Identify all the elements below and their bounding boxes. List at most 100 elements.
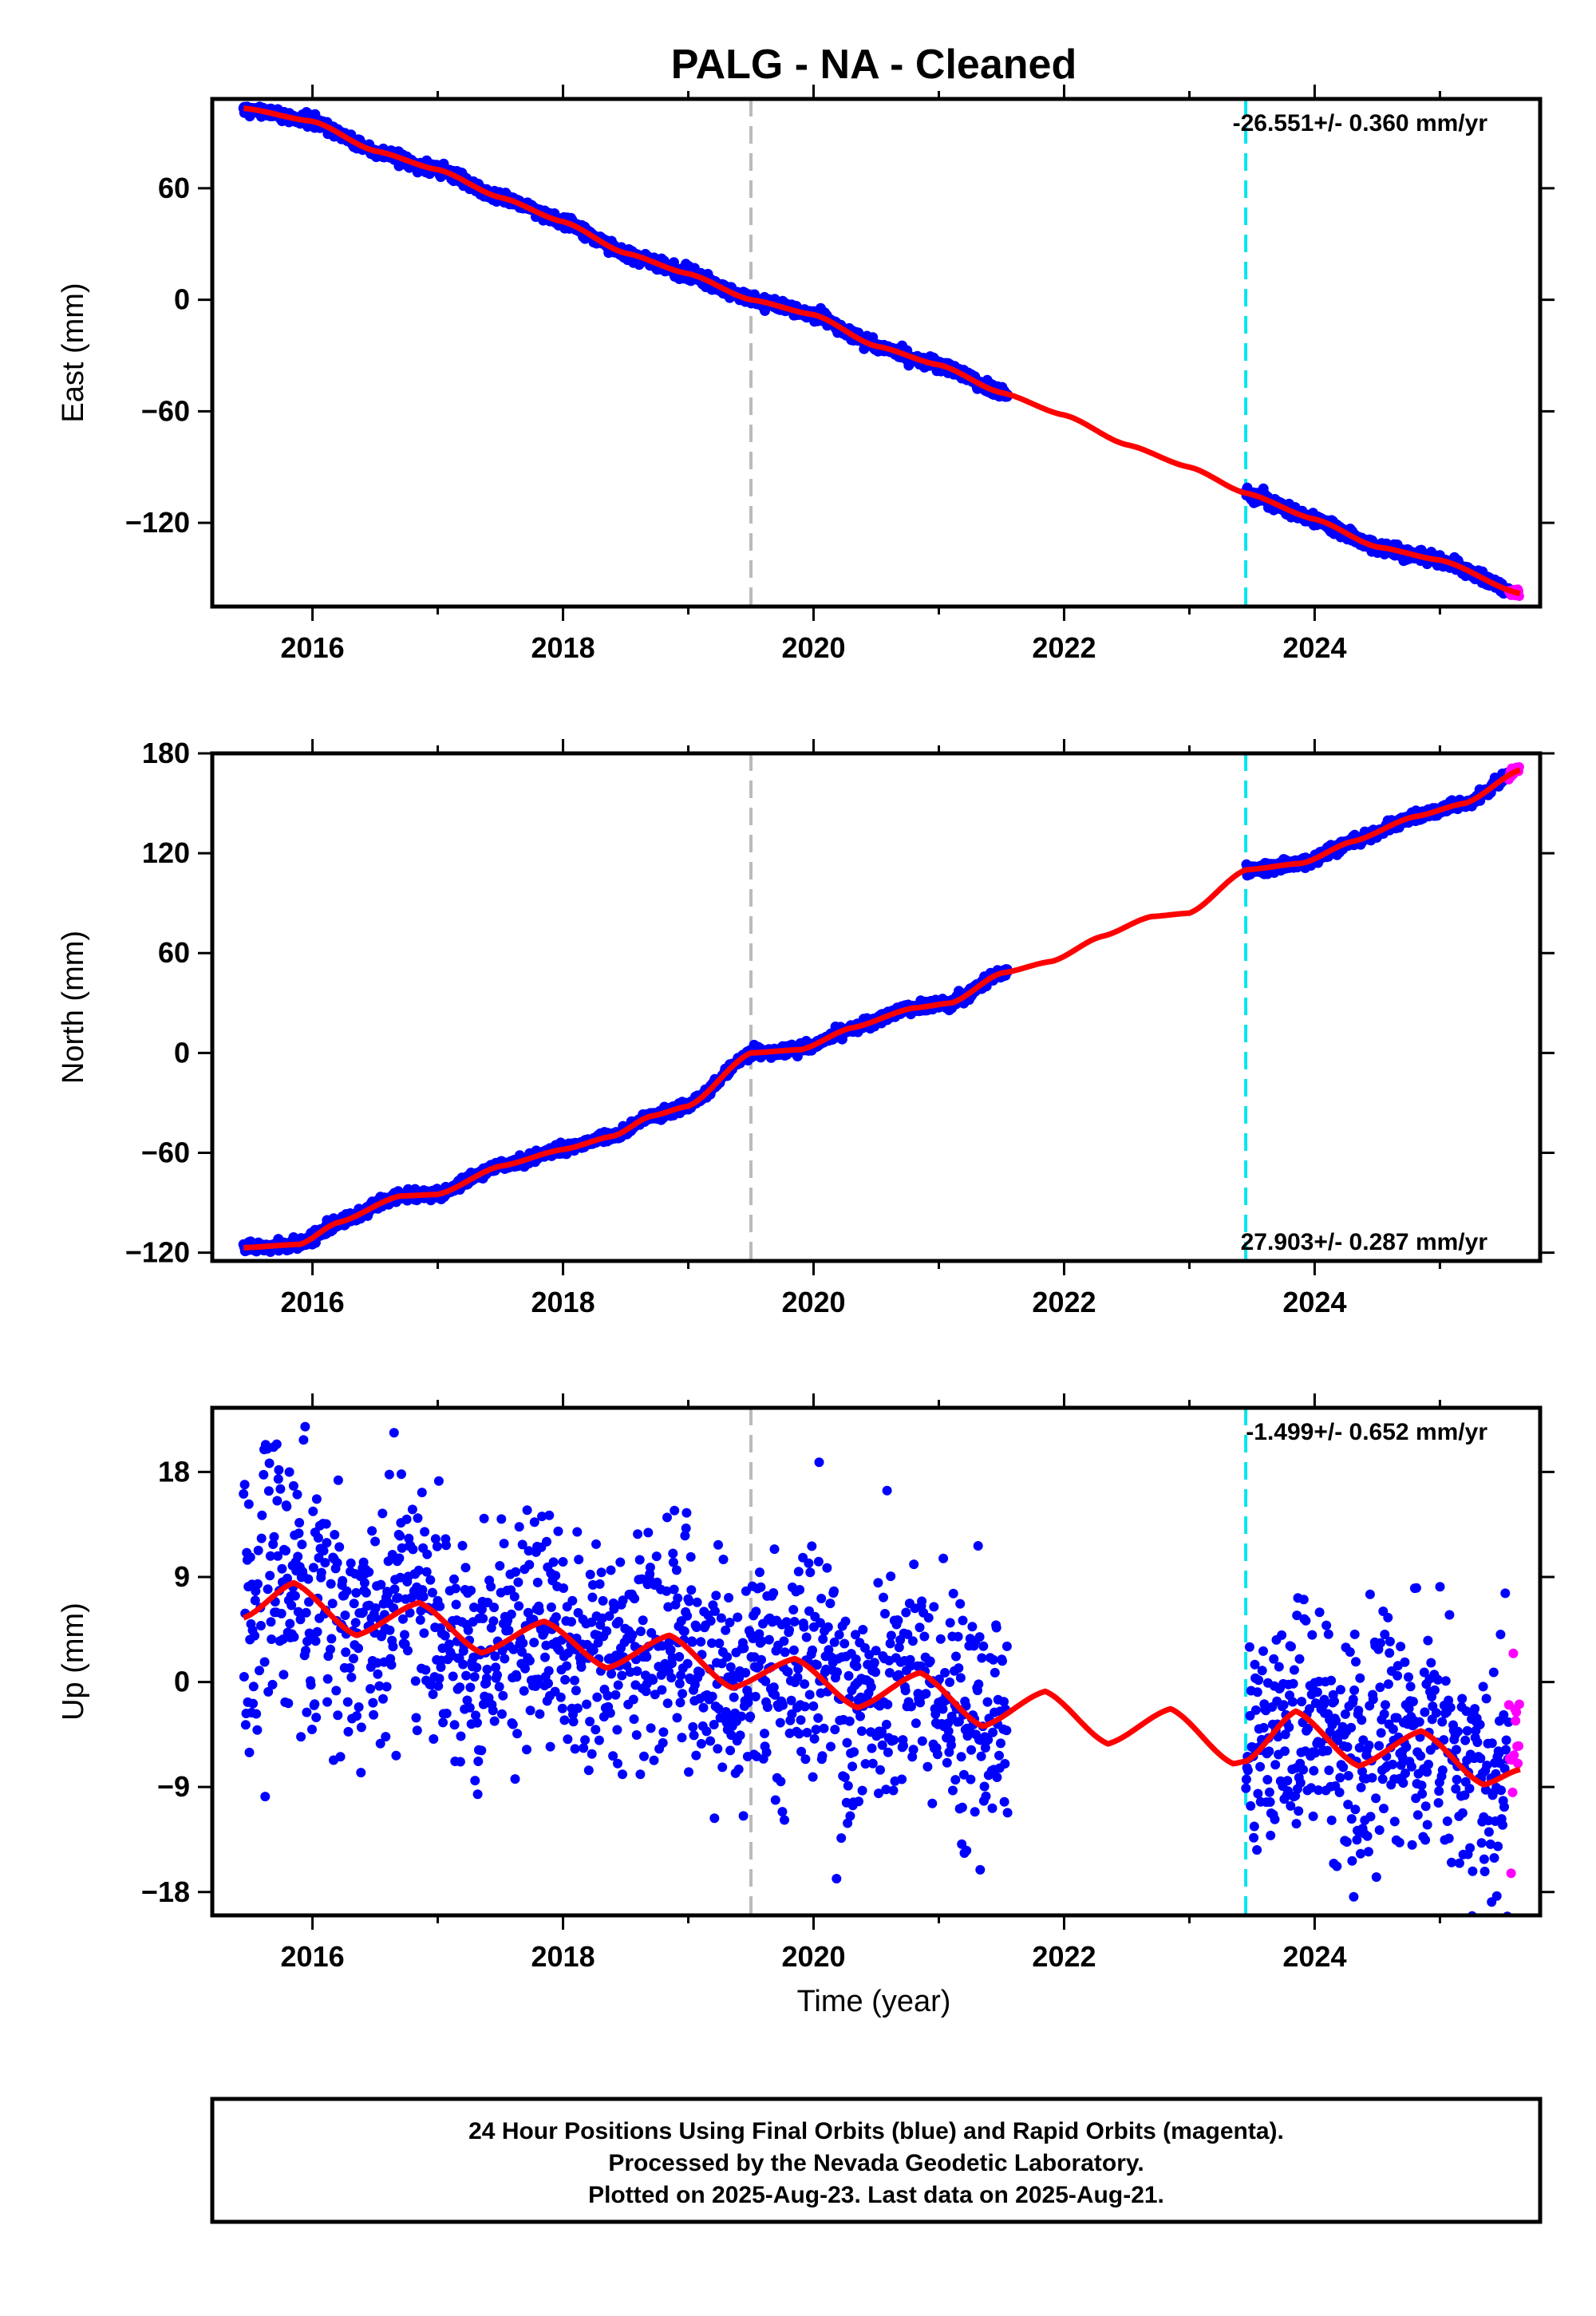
final-orbit-point [389,1584,400,1595]
final-orbit-point [472,1662,482,1673]
final-orbit-point [322,1697,333,1707]
final-orbit-point [378,1694,388,1704]
final-orbit-point [407,1504,417,1515]
final-orbit-point [367,1526,377,1536]
x-tick-label: 2024 [1282,1286,1346,1318]
final-orbit-point [269,1531,279,1542]
y-tick-label: 0 [174,283,190,316]
final-orbit-point [421,1567,432,1577]
final-orbit-point [394,1553,405,1563]
final-orbit-point [385,1625,395,1635]
final-orbit-point [285,1618,295,1629]
final-orbit-point [254,1350,263,1360]
final-orbit-point [434,1674,444,1684]
panel-frame [210,751,1543,1263]
final-orbit-point [543,1666,554,1676]
final-orbit-point [457,1540,468,1551]
final-orbit-point [302,1707,312,1717]
final-orbit-point [559,1715,570,1725]
final-orbit-point [265,1571,275,1581]
final-orbit-point [391,1750,401,1761]
final-orbit-point [496,1514,507,1524]
final-orbit-point [413,1513,423,1524]
final-orbit-point [463,1625,473,1635]
final-orbit-point [381,1732,391,1742]
north-panel: 2016 2018 2020 2022 2024−120−60060120180Nort… [57,737,1555,1318]
final-orbit-point [274,1464,284,1475]
final-orbit-point [489,1603,500,1613]
final-orbit-point [504,1625,514,1635]
final-orbit-point [433,1476,444,1486]
final-orbit-point [244,1747,255,1757]
final-orbit-point [519,1686,529,1696]
final-orbit-point [365,1684,376,1694]
final-orbit-point [389,1428,399,1438]
final-orbit-point [381,1682,392,1692]
final-orbit-point [553,1526,563,1536]
final-orbit-point [322,1674,333,1684]
final-orbit-point [408,1544,418,1555]
final-orbit-point [275,1484,286,1494]
final-orbit-point [267,1373,277,1382]
final-orbit-point [320,1558,330,1568]
final-orbit-point [308,1506,318,1516]
final-orbit-point [364,1567,374,1577]
final-orbit-point [425,1575,436,1585]
final-orbit-point [331,1686,342,1696]
final-orbit-point [497,1709,507,1719]
final-orbit-point [455,1757,465,1767]
final-orbit-point [456,1731,466,1741]
final-orbit-point [289,1632,299,1642]
final-orbit-point [349,1654,358,1664]
final-orbit-point [400,1630,409,1640]
final-orbit-point [250,1630,260,1641]
y-tick-label: 180 [142,737,190,769]
final-orbit-point [513,1577,523,1587]
final-orbit-point [369,1709,379,1720]
final-orbit-point [506,1609,516,1619]
final-orbit-point [418,1591,429,1602]
final-orbit-point [252,1725,263,1735]
final-orbit-point [486,1582,496,1592]
final-orbit-point [296,1732,306,1742]
final-orbit-point [488,1616,499,1626]
final-orbit-point [239,1672,249,1682]
final-orbit-point [546,1602,556,1612]
final-orbit-point [438,1717,448,1728]
final-orbit-point [469,1672,480,1682]
final-orbit-point [492,1670,502,1680]
final-orbit-point [307,1725,317,1734]
final-orbit-point [338,1575,348,1586]
final-orbit-point [324,1370,334,1380]
final-orbit-point [461,1670,472,1681]
final-orbit-point [522,1745,531,1755]
final-orbit-point [495,1561,505,1571]
final-orbit-point [245,1552,255,1563]
final-orbit-point [340,1611,350,1620]
final-orbit-point [465,1682,476,1693]
final-orbit-point [327,1599,338,1609]
final-orbit-point [412,1725,422,1736]
final-orbit-point [301,1646,310,1656]
final-orbit-point [419,1628,429,1638]
final-orbit-point [368,1697,378,1708]
final-orbit-point [524,1655,535,1666]
final-orbit-point [306,1680,316,1690]
final-orbit-point [472,1717,482,1728]
final-orbit-point [313,1533,323,1543]
final-orbit-point [417,1488,427,1498]
final-orbit-point [498,1690,508,1701]
final-orbit-point [356,1722,366,1733]
final-orbit-point [403,1646,413,1656]
final-orbit-point [253,1579,263,1589]
final-orbit-point [509,1591,519,1602]
x-tick-label: 2022 [1032,1286,1096,1318]
final-orbit-point [352,1711,361,1721]
final-orbit-point [281,1546,290,1556]
final-orbit-point [451,1583,460,1594]
final-orbit-point [514,1522,524,1532]
final-orbit-point [248,1698,259,1709]
final-orbit-point [557,1703,567,1713]
final-orbit-point [410,1676,421,1686]
